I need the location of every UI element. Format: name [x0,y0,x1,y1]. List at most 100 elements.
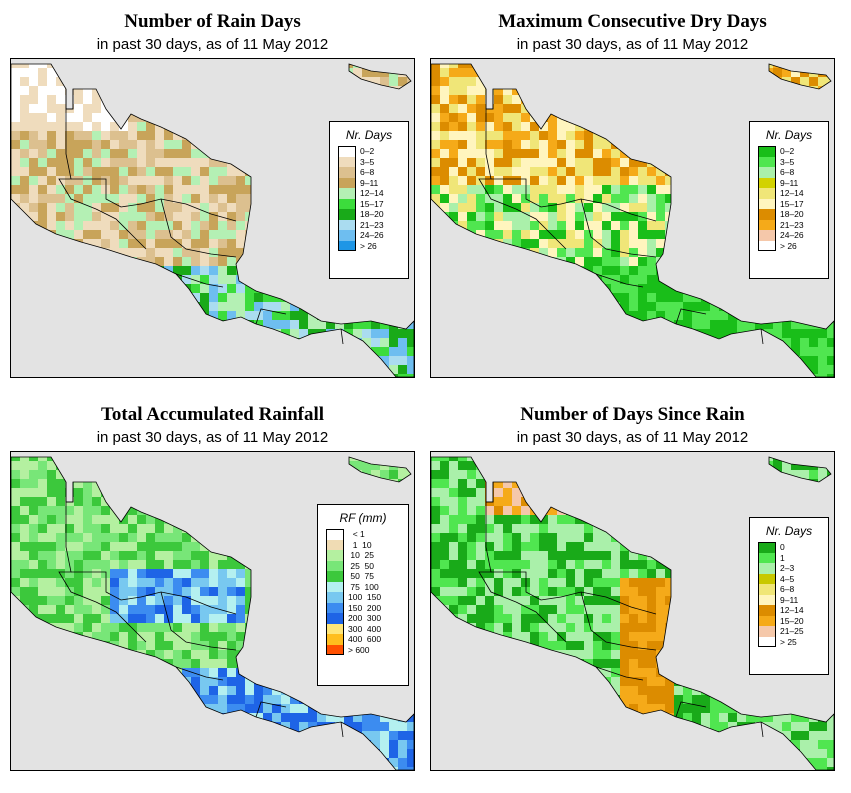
country-border [140,198,237,222]
panel-subtitle: in past 30 days, as of 11 May 2012 [516,429,749,446]
legend-label: 0–2 [780,146,795,156]
legend-swatch [326,634,344,645]
country-border [675,308,707,325]
legend-item: 0–2 [338,146,400,157]
legend-label: 300 400 [348,623,382,634]
legend-swatch [338,198,356,209]
legend-label: 6–8 [360,167,375,177]
legend-label: 21–23 [780,219,804,230]
legend-item: 1 10 [326,539,400,550]
legend-swatch [338,240,356,251]
legend-item: 1 [758,552,820,563]
legend-label: 18–20 [360,209,384,219]
legend-swatch [758,240,776,251]
legend-item: 50 75 [326,571,400,582]
legend-item: 400 600 [326,634,400,645]
legend-title: Nr. Days [765,128,813,142]
legend-item: 15–17 [758,198,820,209]
legend-item: 15–20 [758,615,820,626]
country-border [760,721,764,738]
country-border [491,178,562,208]
legend-item: 6–8 [758,167,820,178]
legend-item: 3–5 [338,156,400,167]
island-outline [348,456,412,483]
legend-swatch [758,563,776,574]
country-border [255,308,287,325]
legend-label: 0 [780,542,785,552]
legend-item: 3–5 [758,156,820,167]
legend-title: RF (mm) [339,511,387,525]
country-border [478,109,517,210]
legend-label: 100 150 [348,592,382,602]
legend-item: 0–2 [758,146,820,157]
legend-label: 400 600 [348,634,382,644]
legend-swatch [758,156,776,167]
legend-swatch [758,198,776,209]
country-border [175,666,224,681]
country-border [58,109,97,210]
panel-title: Total Accumulated Rainfall [100,404,325,425]
legend-swatch [326,592,344,603]
legend-label: 24–26 [780,230,804,240]
legend-label: > 26 [780,240,797,251]
panel-title: Number of Days Since Rain [520,404,745,425]
coastline [431,456,834,770]
legend-swatch [758,594,776,605]
legend-label: 24–26 [360,230,384,240]
map-dry-days: Nr. Days 0–2 3–5 6–8 9–11 12–14 15–17 18–20 21–… [430,58,835,378]
legend-label: 15–17 [780,198,804,209]
country-border [485,482,494,503]
legend-swatch [326,613,344,624]
coastline [11,456,414,770]
country-border [95,208,147,250]
legend-label: 12–14 [780,188,804,198]
legend-swatch [758,219,776,230]
legend-item: 75 100 [326,581,400,592]
legend-item: 18–20 [758,209,820,220]
legend-label: 1 10 [348,539,372,550]
legend-swatch [338,167,356,178]
legend-swatch [326,560,344,571]
legend-label: 6–8 [780,584,795,594]
legend-label: 150 200 [348,602,382,613]
legend-item: > 26 [758,240,820,251]
legend-label: 15–17 [360,198,384,209]
country-border [255,701,287,718]
legend-item: > 600 [326,644,400,655]
legend-item: 2–3 [758,563,820,574]
legend-item: 21–25 [758,626,820,637]
legend-title: Nr. Days [345,128,393,142]
legend-item: > 26 [338,240,400,251]
coastline [11,63,414,377]
legend-item: 25 50 [326,560,400,571]
country-border [515,601,567,643]
legend: Nr. Days 0 1 2–3 4–5 6–8 9–11 12–14 15–20 21–25 >… [749,517,829,675]
legend-label: 3–5 [780,156,795,167]
legend-swatch [758,584,776,595]
legend-label: 9–11 [780,594,799,605]
legend-swatch [758,167,776,178]
legend-item: 300 400 [326,623,400,634]
legend-rows: 0–2 3–5 6–8 9–11 12–14 15–17 18–20 21–23 24–26 > … [758,146,820,251]
legend-label: > 25 [780,636,797,647]
country-border [560,198,657,222]
legend-swatch [326,571,344,582]
country-border [65,89,74,110]
country-border [65,482,74,503]
legend-label: > 26 [360,240,377,251]
panel-subtitle: in past 30 days, as of 11 May 2012 [516,36,749,53]
legend-swatch [758,209,776,220]
legend-label: 4–5 [780,573,795,584]
country-border [595,666,644,681]
legend-item: 12–14 [338,188,400,199]
legend-label: 75 100 [348,581,379,592]
legend-rows: 0 1 2–3 4–5 6–8 9–11 12–14 15–20 21–25 > 25 [758,542,820,647]
panel-title: Number of Rain Days [124,11,301,32]
legend-label: 3–5 [360,156,375,167]
country-border [175,273,224,288]
legend-item: 9–11 [758,594,820,605]
legend-swatch [338,219,356,230]
legend-item: 6–8 [758,584,820,595]
legend-swatch [758,542,776,553]
legend-swatch [326,644,344,655]
